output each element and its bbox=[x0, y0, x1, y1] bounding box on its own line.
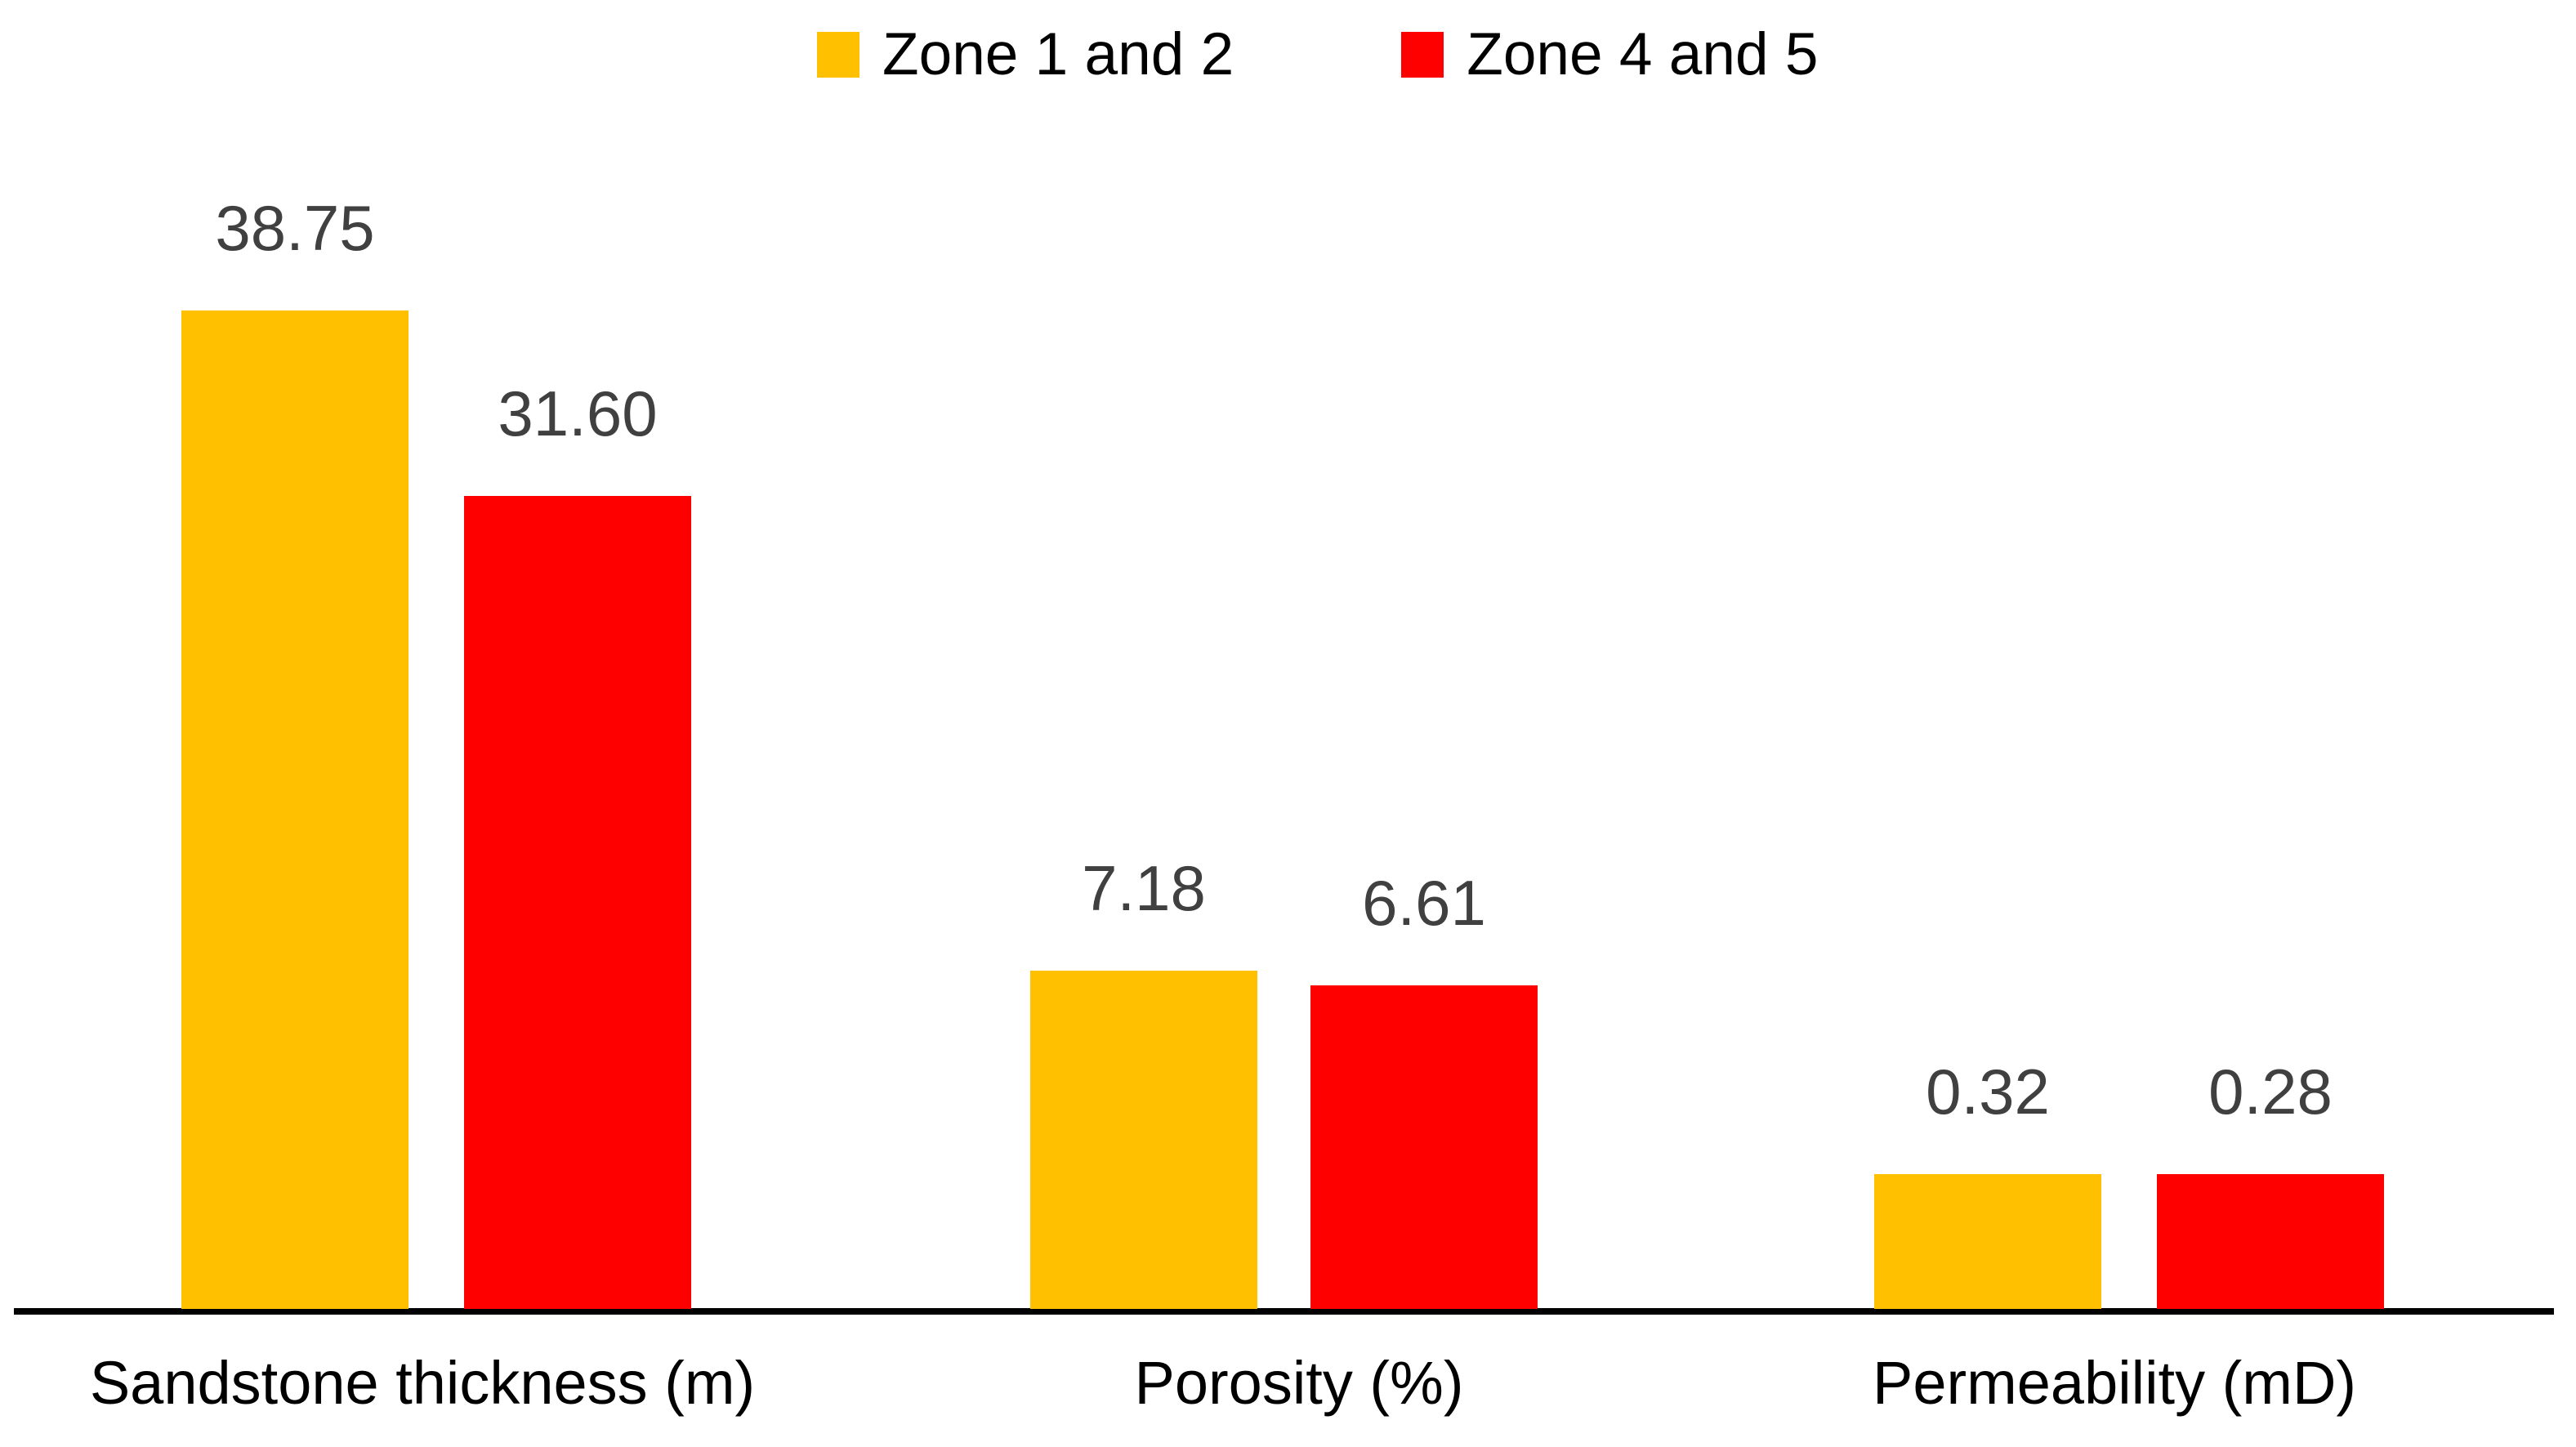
category-label: Porosity (%) bbox=[1134, 1349, 1464, 1417]
bar-zone-4-and-5 bbox=[2157, 1174, 2384, 1309]
bar-zone-1-and-2 bbox=[1030, 971, 1257, 1309]
value-label: 0.32 bbox=[1926, 1056, 2050, 1128]
value-label: 7.18 bbox=[1082, 852, 1206, 924]
category-label: Permeability (mD) bbox=[1872, 1349, 2357, 1417]
bar-zone-4-and-5 bbox=[1310, 985, 1538, 1309]
legend-label: Zone 1 and 2 bbox=[882, 21, 1234, 87]
value-label: 31.60 bbox=[498, 377, 658, 449]
value-label: 0.28 bbox=[2208, 1056, 2333, 1128]
value-label: 6.61 bbox=[1362, 867, 1486, 939]
legend-swatch-icon bbox=[1401, 31, 1444, 78]
bar-zone-1-and-2 bbox=[1874, 1174, 2101, 1309]
value-label: 38.75 bbox=[215, 192, 375, 264]
x-axis-line bbox=[14, 1308, 2554, 1315]
legend-item-zone-4-and-5: Zone 4 and 5 bbox=[1401, 25, 1818, 84]
legend-item-zone-1-and-2: Zone 1 and 2 bbox=[817, 25, 1234, 84]
legend-label: Zone 4 and 5 bbox=[1467, 21, 1819, 87]
category-label: Sandstone thickness (m) bbox=[89, 1349, 756, 1417]
legend: Zone 1 and 2 Zone 4 and 5 bbox=[817, 25, 1818, 84]
legend-swatch-icon bbox=[817, 31, 859, 78]
bar-zone-1-and-2 bbox=[181, 310, 408, 1309]
bar-zone-4-and-5 bbox=[464, 496, 691, 1309]
